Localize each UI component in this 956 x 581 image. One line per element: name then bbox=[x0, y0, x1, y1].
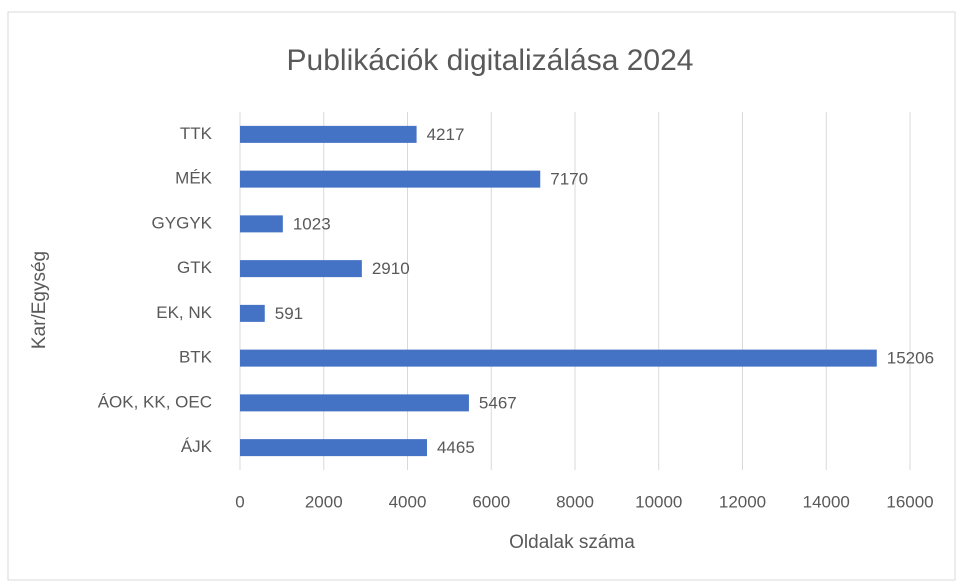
x-tick-label: 10000 bbox=[635, 492, 682, 511]
y-axis-label: Kar/Egység bbox=[29, 251, 50, 349]
data-label: 15206 bbox=[887, 349, 934, 368]
x-tick-label: 2000 bbox=[305, 492, 343, 511]
y-tick-label: BTK bbox=[179, 348, 213, 367]
y-tick-label: EK, NK bbox=[156, 303, 212, 322]
data-label: 1023 bbox=[293, 214, 331, 233]
y-tick-label: ÁJK bbox=[181, 437, 213, 456]
bar bbox=[240, 394, 469, 412]
data-label: 4465 bbox=[437, 438, 475, 457]
data-label: 7170 bbox=[550, 170, 588, 189]
bar bbox=[240, 439, 427, 457]
y-tick-label: TTK bbox=[180, 124, 213, 143]
data-label: 2910 bbox=[372, 259, 410, 278]
chart-title: Publikációk digitalizálása 2024 bbox=[287, 44, 694, 77]
y-tick-label: GTK bbox=[177, 258, 213, 277]
x-tick-label: 4000 bbox=[389, 492, 427, 511]
y-tick-label: ÁOK, KK, OEC bbox=[98, 392, 212, 411]
x-tick-label: 0 bbox=[235, 492, 244, 511]
bar bbox=[240, 170, 541, 188]
x-axis-label: Oldalak száma bbox=[509, 532, 635, 553]
chart-border bbox=[7, 11, 956, 581]
data-label: 5467 bbox=[479, 393, 517, 412]
bar bbox=[240, 260, 362, 278]
x-tick-label: 12000 bbox=[719, 492, 766, 511]
x-tick-label: 16000 bbox=[886, 492, 933, 511]
data-label: 4217 bbox=[427, 125, 465, 144]
x-tick-label: 8000 bbox=[556, 492, 594, 511]
y-tick-label: MÉK bbox=[175, 169, 213, 188]
bar bbox=[240, 125, 417, 143]
x-tick-label: 6000 bbox=[472, 492, 510, 511]
data-label: 591 bbox=[275, 304, 303, 323]
bar bbox=[240, 304, 265, 322]
y-tick-label: GYGYK bbox=[152, 213, 213, 232]
x-tick-label: 14000 bbox=[803, 492, 850, 511]
bar bbox=[240, 349, 877, 367]
bar bbox=[240, 215, 283, 233]
